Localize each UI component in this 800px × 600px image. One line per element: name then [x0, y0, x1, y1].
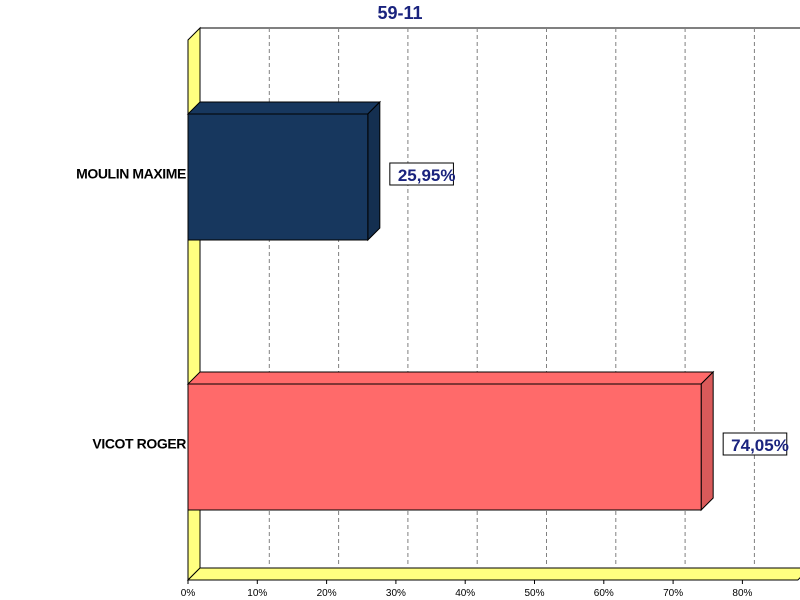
x-tick-label: 0%	[181, 588, 196, 599]
x-tick-label: 20%	[317, 588, 337, 599]
chart-title: 59-11	[377, 3, 422, 23]
x-tick-label: 10%	[247, 588, 267, 599]
x-tick-label: 70%	[663, 588, 683, 599]
data-label: 25,95%	[398, 166, 456, 185]
x-tick-label: 30%	[386, 588, 406, 599]
bar	[187, 383, 702, 511]
bar-side-face	[367, 100, 381, 242]
data-label: 74,05%	[731, 436, 789, 455]
bar-top-face	[186, 101, 382, 115]
x-tick-label: 40%	[455, 588, 475, 599]
x-tick-label: 50%	[524, 588, 544, 599]
x-tick-label: 80%	[732, 588, 752, 599]
bar	[187, 113, 369, 241]
floor	[186, 567, 800, 581]
data-label-box	[389, 162, 454, 186]
data-label-box	[722, 432, 788, 456]
category-label: VICOT ROGER	[92, 436, 186, 452]
bar-side-face	[700, 370, 714, 512]
category-label: MOULIN MAXIME	[76, 166, 186, 182]
x-tick-label: 60%	[594, 588, 614, 599]
bar-top-face	[186, 371, 715, 385]
